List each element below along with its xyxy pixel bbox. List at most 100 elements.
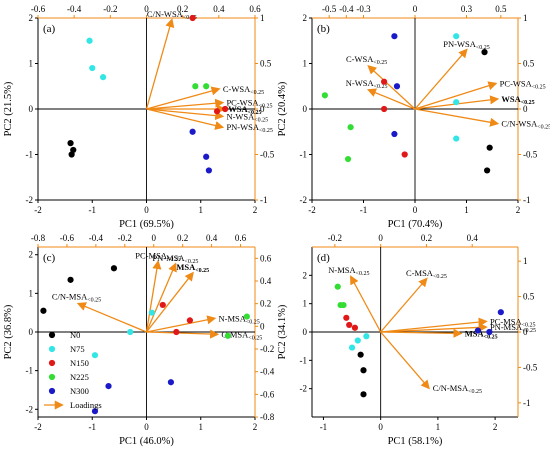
score-point-n225 xyxy=(347,124,354,131)
score-point-n225 xyxy=(192,83,199,90)
loading-label: MSA<0.25 xyxy=(465,328,498,340)
score-point-n150 xyxy=(346,321,353,329)
score-point-n75 xyxy=(148,309,156,316)
loading-y-tick-label: -0.5 xyxy=(523,362,538,372)
x-tick-label: 0 xyxy=(378,422,383,432)
score-point-n300 xyxy=(189,128,196,135)
legend: N0 N75 N150 N225 N300 Loadings xyxy=(44,330,102,410)
y-tick-label: -1 xyxy=(26,366,34,376)
loading-y-tick-label: -1 xyxy=(260,195,268,205)
loading-x-tick-label: 0.2 xyxy=(177,4,188,14)
score-point-n300 xyxy=(391,130,398,138)
x-tick-label: 0 xyxy=(144,205,149,215)
y-tick-label: 0 xyxy=(29,104,34,114)
panel-label: (b) xyxy=(317,23,330,35)
loading-x-tick-label: 0.5 xyxy=(495,4,507,14)
score-point-n225 xyxy=(340,301,347,309)
y-tick-label: 1 xyxy=(303,59,308,69)
legend-label: N75 xyxy=(70,344,85,354)
score-point-n0 xyxy=(360,391,367,398)
x-tick-label: 1 xyxy=(199,205,204,215)
legend-marker-n75 xyxy=(48,345,56,353)
score-point-n75 xyxy=(86,37,93,44)
score-point-n150 xyxy=(173,328,180,336)
y-tick-label: -1 xyxy=(300,355,308,365)
loading-y-tick-label: -0.5 xyxy=(523,150,538,160)
score-point-n150 xyxy=(222,105,229,113)
score-point-n225 xyxy=(203,83,210,90)
loading-y-tick-label: 1 xyxy=(523,256,528,266)
panel-label: (d) xyxy=(317,252,330,264)
x-axis-label: PC1 (58.1%) xyxy=(388,436,443,447)
y-tick-label: 1 xyxy=(303,299,308,309)
score-point-n300 xyxy=(105,382,112,390)
loading-label: PC-MSA<0.25 xyxy=(135,251,181,263)
legend-label: N0 xyxy=(70,330,80,340)
loading-y-tick-label: -1 xyxy=(523,398,531,408)
loading-label: PN-WSA<0.25 xyxy=(226,122,272,134)
x-tick-label: -2 xyxy=(34,422,42,432)
loading-x-tick-label: 0.4 xyxy=(467,233,479,243)
loading-x-tick-label: 0.3 xyxy=(461,4,473,14)
loading-y-tick-label: 0.4 xyxy=(260,276,272,286)
y-tick-label: 1 xyxy=(29,59,34,69)
y-tick-label: 2 xyxy=(29,13,34,23)
score-point-n0 xyxy=(67,140,74,147)
x-axis-label: PC1 (69.5%) xyxy=(119,219,174,230)
panel-label: (a) xyxy=(43,23,56,35)
loading-x-tick-label: -0.4 xyxy=(339,4,354,14)
loading-arrow xyxy=(414,108,500,127)
score-point-n0 xyxy=(110,265,118,272)
score-point-n300 xyxy=(497,309,504,316)
loading-label: N-WSA<0.25 xyxy=(346,78,388,90)
loading-arrow xyxy=(380,328,463,338)
loading-arrow xyxy=(350,275,382,333)
score-point-n150 xyxy=(381,105,388,113)
loading-arrow xyxy=(380,317,488,333)
loading-arrow xyxy=(146,108,225,121)
x-tick-label: -1 xyxy=(320,422,328,432)
score-point-n0 xyxy=(484,167,491,174)
loading-y-tick-label: -0.2 xyxy=(260,344,274,354)
loading-x-tick-label: 0.4 xyxy=(206,233,218,243)
loading-y-tick-label: 0.5 xyxy=(260,59,272,69)
score-point-n150 xyxy=(351,324,359,331)
loading-label: C/N-WSA<0.25 xyxy=(147,9,197,21)
legend-marker-n300 xyxy=(48,387,56,395)
score-point-n225 xyxy=(243,313,250,320)
y-axis-label: PC2 (36.8%) xyxy=(3,304,14,359)
x-tick-label: -2 xyxy=(308,205,316,215)
y-axis-label: PC2 (34.1%) xyxy=(277,304,288,359)
score-point-n300 xyxy=(391,33,398,40)
y-tick-label: -2 xyxy=(26,195,34,205)
loading-arrow xyxy=(145,18,175,110)
loading-x-tick-label: -0.5 xyxy=(322,4,337,14)
score-point-n300 xyxy=(205,167,212,174)
loading-y-tick-label: -0.5 xyxy=(260,150,275,160)
loading-y-tick-label: 0.5 xyxy=(523,59,535,69)
loading-label: PC-WSA<0.25 xyxy=(500,79,546,91)
x-tick-label: 2 xyxy=(516,205,521,215)
score-point-n75 xyxy=(363,333,370,340)
x-tick-label: 1 xyxy=(464,205,469,215)
loading-arrow xyxy=(145,259,162,333)
panel-label: (c) xyxy=(43,252,56,264)
loading-x-tick-label: 0 xyxy=(413,4,418,14)
score-point-n0 xyxy=(486,144,493,151)
y-tick-label: 2 xyxy=(29,250,34,260)
loading-x-tick-label: -0.2 xyxy=(118,233,132,243)
y-tick-label: -2 xyxy=(300,384,308,394)
score-point-n300 xyxy=(167,379,175,386)
loading-arrow xyxy=(414,81,498,110)
score-point-n75 xyxy=(453,135,460,142)
loading-x-tick-label: -0.4 xyxy=(67,4,82,14)
score-point-n75 xyxy=(127,328,134,336)
y-tick-label: -2 xyxy=(300,195,308,205)
score-point-n75 xyxy=(100,74,107,81)
y-tick-label: 2 xyxy=(303,13,308,23)
legend-label: Loadings xyxy=(70,400,102,410)
score-point-n75 xyxy=(91,352,99,359)
legend-marker-n150 xyxy=(48,359,56,367)
